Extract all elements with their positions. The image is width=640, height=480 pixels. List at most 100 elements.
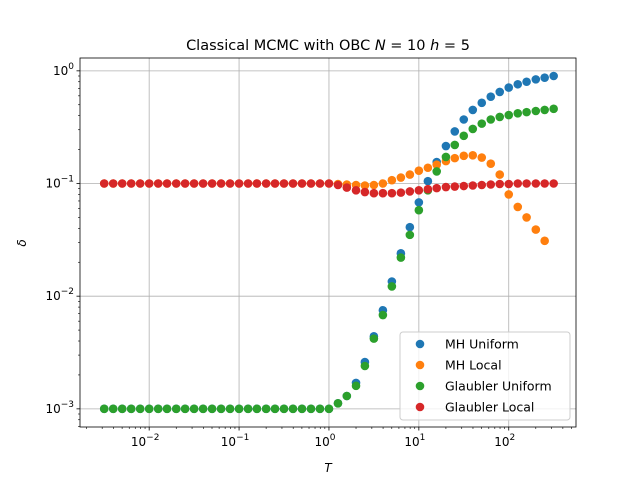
x-tick-label: 10−1 <box>221 433 250 449</box>
data-point <box>450 140 460 150</box>
data-point <box>108 179 118 188</box>
data-point <box>261 404 271 414</box>
data-point <box>504 110 514 120</box>
data-point <box>477 98 487 108</box>
data-point <box>252 179 262 188</box>
data-point <box>126 404 136 414</box>
data-point <box>189 404 199 414</box>
data-point <box>117 179 127 188</box>
data-point <box>468 124 478 134</box>
data-point <box>423 184 433 194</box>
data-point <box>540 179 549 188</box>
data-point <box>297 179 307 188</box>
data-point <box>135 404 145 414</box>
data-point <box>549 104 558 114</box>
legend-label: Glaubler Local <box>445 400 534 415</box>
data-point <box>414 166 424 175</box>
x-axis-label: T <box>324 461 333 475</box>
data-point <box>126 179 136 188</box>
data-point <box>270 404 280 414</box>
data-point <box>369 180 379 190</box>
data-point <box>414 186 424 195</box>
data-point <box>387 188 397 198</box>
x-tick-label: 102 <box>494 433 515 449</box>
data-point <box>108 404 118 414</box>
data-point <box>396 173 406 182</box>
data-point <box>153 404 163 414</box>
data-point <box>405 222 415 232</box>
data-point <box>198 404 208 414</box>
legend-marker <box>415 360 425 370</box>
data-point <box>378 310 388 320</box>
data-point <box>486 92 496 101</box>
x-tick-label: 101 <box>404 433 425 449</box>
data-point <box>333 398 343 408</box>
data-point <box>495 112 505 122</box>
data-point <box>306 179 316 188</box>
data-point <box>99 179 109 188</box>
data-point <box>495 170 505 179</box>
data-point <box>513 202 523 212</box>
data-point <box>351 186 361 195</box>
data-point <box>531 75 541 84</box>
data-point <box>198 179 208 188</box>
legend-label: MH Uniform <box>445 337 519 352</box>
data-point <box>423 163 433 173</box>
data-point <box>360 361 370 371</box>
data-point <box>513 108 523 118</box>
data-point <box>387 282 397 291</box>
data-point <box>441 141 451 151</box>
data-point <box>351 381 361 391</box>
data-point <box>540 236 549 246</box>
data-point <box>477 180 487 190</box>
data-point <box>324 179 334 188</box>
data-point <box>144 404 154 414</box>
data-point <box>117 404 127 414</box>
legend-marker <box>415 339 425 349</box>
data-point <box>549 179 558 188</box>
data-point <box>135 179 145 188</box>
data-point <box>405 170 415 179</box>
data-point <box>423 176 433 186</box>
data-point <box>369 188 379 198</box>
data-point <box>279 404 289 414</box>
data-point <box>234 404 244 414</box>
data-point <box>441 182 451 192</box>
data-point <box>531 179 541 188</box>
data-point <box>459 131 469 141</box>
data-point <box>216 404 226 414</box>
data-point <box>432 167 442 176</box>
data-point <box>540 73 549 82</box>
data-point <box>234 179 244 188</box>
data-point <box>306 404 316 414</box>
data-points <box>99 71 558 414</box>
legend-label: Glaubler Uniform <box>445 379 552 394</box>
data-point <box>207 179 217 188</box>
data-point <box>459 151 469 161</box>
data-point <box>288 179 298 188</box>
data-point <box>459 115 469 124</box>
legend: MH Uniform MH Local Glaubler Uniform Glaubl… <box>399 331 571 421</box>
data-point <box>261 179 271 188</box>
data-point <box>378 179 388 188</box>
data-point <box>243 179 253 188</box>
legend-label: MH Local <box>445 358 502 373</box>
data-point <box>486 115 496 124</box>
data-point <box>99 404 109 414</box>
data-point <box>279 179 289 188</box>
data-point <box>342 391 352 401</box>
data-point <box>486 180 496 189</box>
data-point <box>180 179 190 188</box>
data-point <box>522 107 531 117</box>
data-point <box>315 404 325 414</box>
data-point <box>468 150 478 160</box>
data-point <box>414 205 424 215</box>
data-point <box>342 183 352 192</box>
data-point <box>225 179 235 188</box>
data-point <box>477 119 487 128</box>
data-point <box>252 404 262 414</box>
data-point <box>468 105 478 115</box>
data-point <box>396 253 406 262</box>
data-point <box>504 83 514 92</box>
